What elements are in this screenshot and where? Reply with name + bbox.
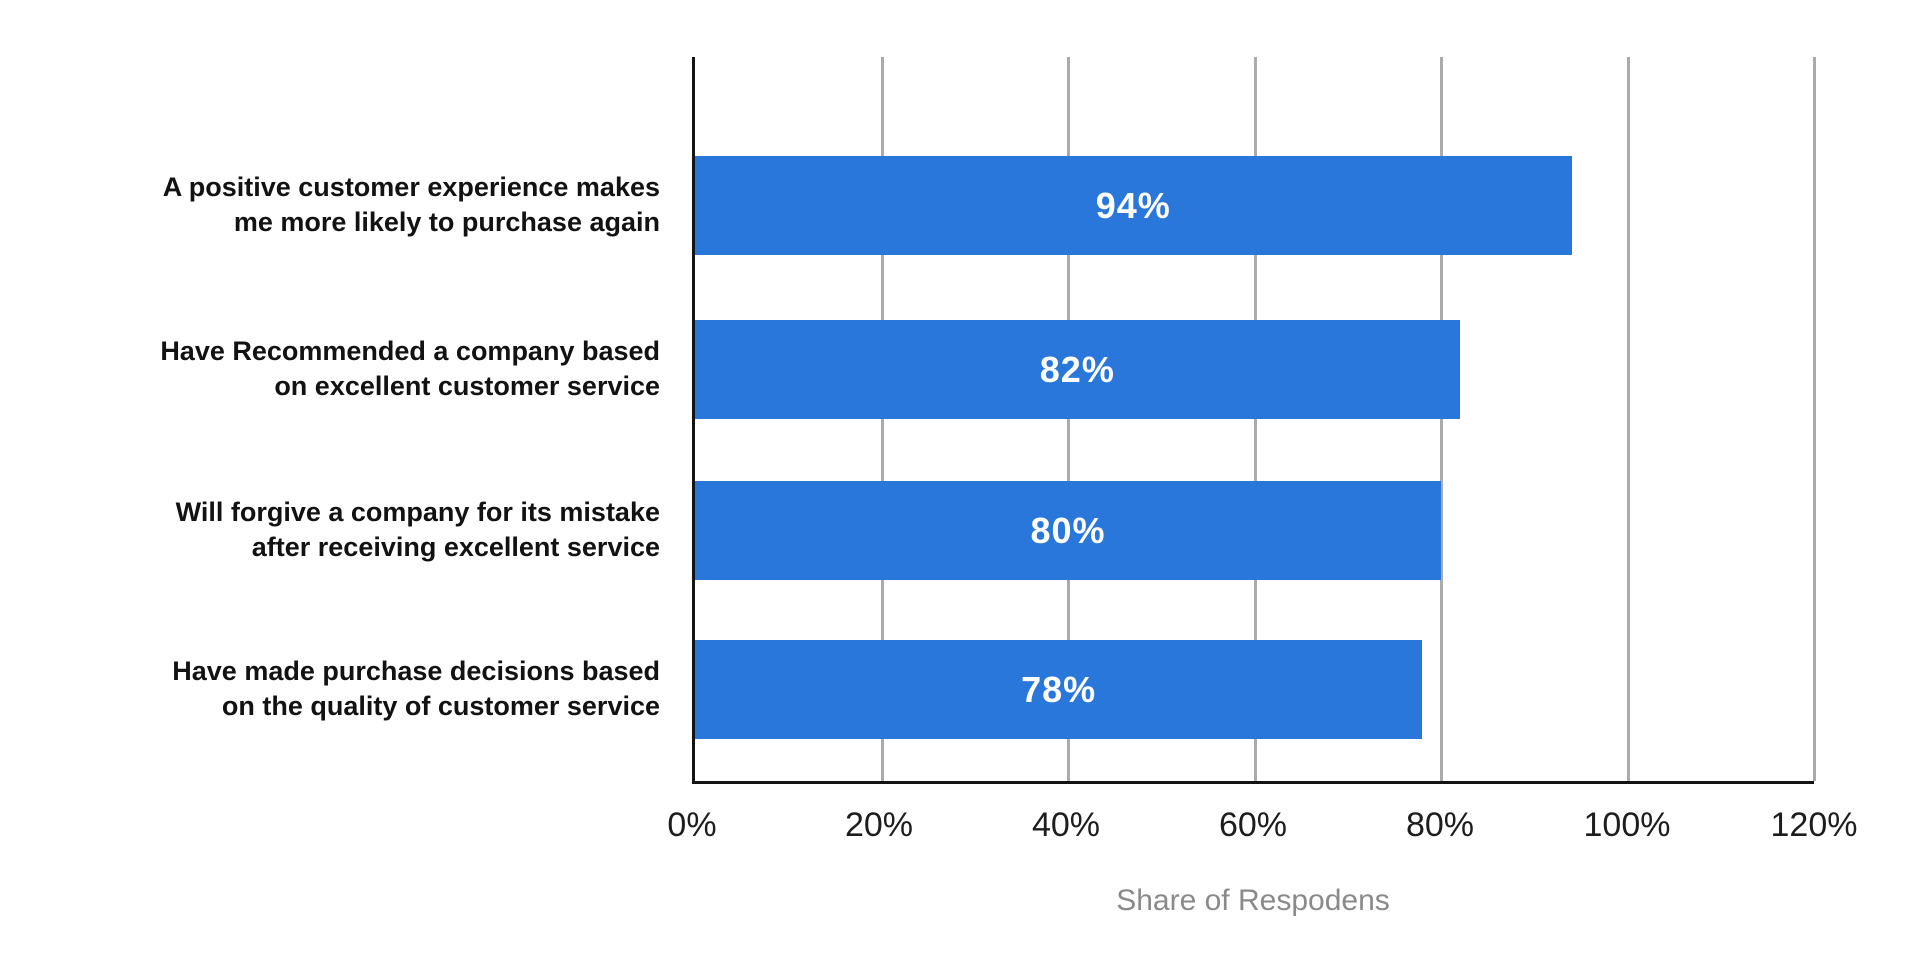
x-axis-ticks: 0% 20% 40% 60% 80% 100% 120% xyxy=(667,806,1857,850)
x-tick-label: 40% xyxy=(1031,806,1101,844)
x-axis-title: Share of Respodens xyxy=(1116,884,1390,917)
bar-value-label: 94% xyxy=(1095,184,1171,226)
x-tick-label: 100% xyxy=(1583,806,1671,844)
x-tick-label: 80% xyxy=(1405,806,1475,844)
gridline xyxy=(1626,57,1630,781)
x-tick-label: 20% xyxy=(844,806,914,844)
x-tick-label: 0% xyxy=(667,806,717,844)
bar: 82% xyxy=(695,320,1460,419)
category-labels: A positive customer experience makes me … xyxy=(0,57,660,784)
bar-value-label: 82% xyxy=(1039,348,1115,390)
bar: 94% xyxy=(695,156,1572,255)
plot-area: 94% 82% 80% 78% xyxy=(692,57,1816,784)
bar-value-label: 78% xyxy=(1021,668,1097,710)
x-tick-label: 120% xyxy=(1770,806,1858,844)
category-label: Have Recommended a company based on exce… xyxy=(160,336,660,401)
category-label: A positive customer experience makes me … xyxy=(162,172,660,237)
category-label: Have made purchase decisions based on th… xyxy=(172,656,660,721)
bar-value-label: 80% xyxy=(1030,509,1106,551)
gridline xyxy=(1253,57,1257,781)
gridline xyxy=(1440,57,1443,781)
gridline xyxy=(880,57,884,781)
gridline xyxy=(1813,57,1816,781)
category-label: Will forgive a company for its mistake a… xyxy=(175,497,660,562)
gridline xyxy=(1067,57,1070,781)
x-tick-label: 60% xyxy=(1218,806,1288,844)
bar: 80% xyxy=(695,481,1441,580)
bar: 78% xyxy=(695,640,1423,739)
